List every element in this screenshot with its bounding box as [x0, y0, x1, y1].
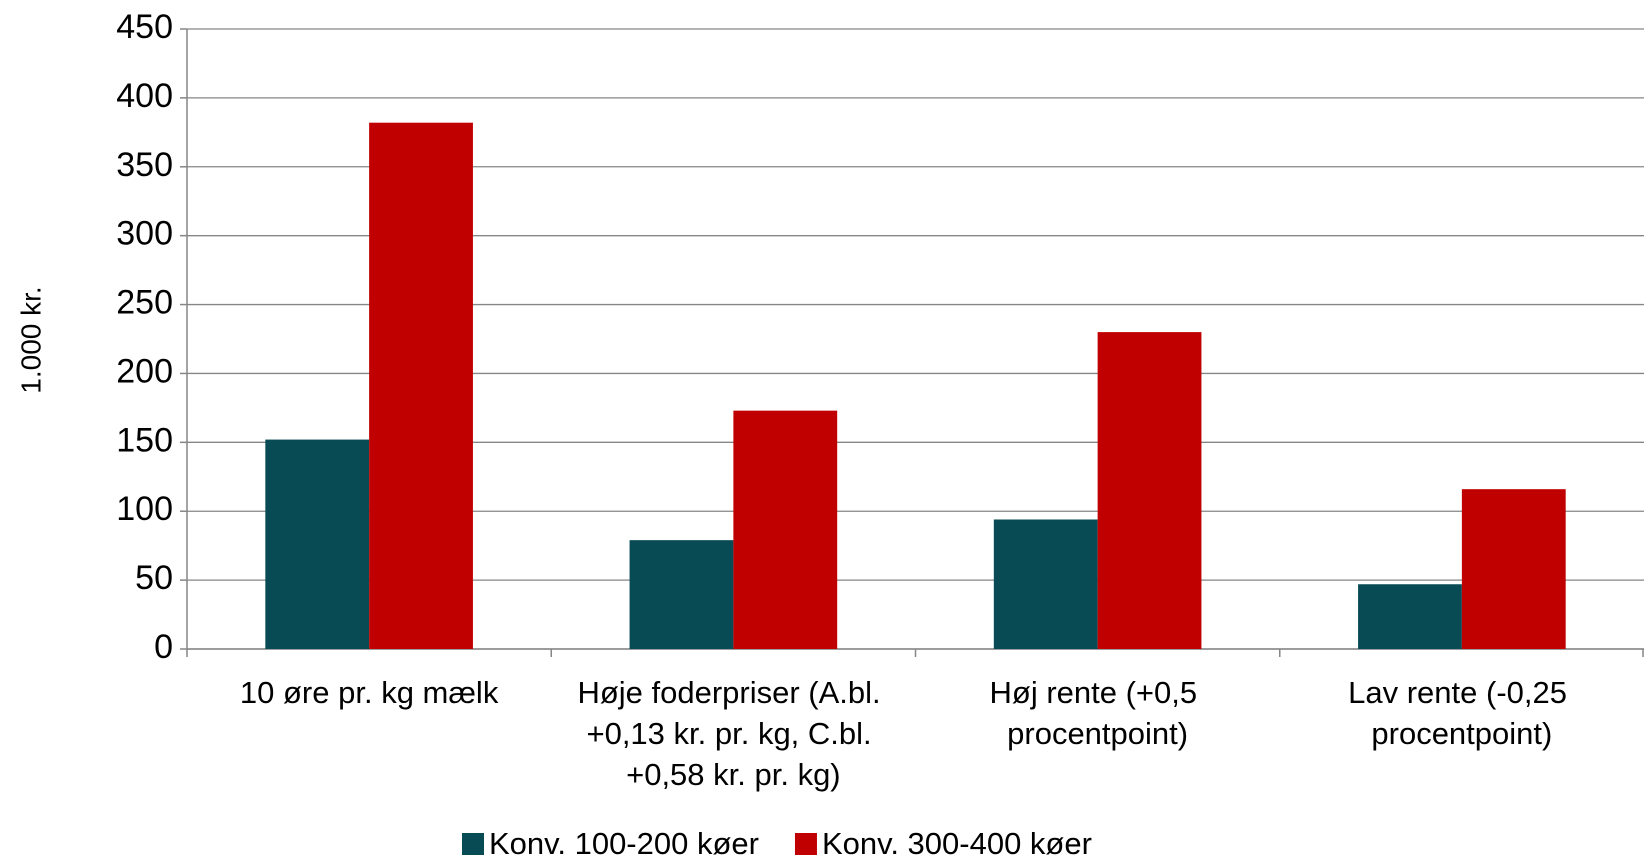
x-tick-label: Lav rente (-0,25 procentpoint) — [1348, 675, 1575, 751]
bar — [1461, 489, 1566, 649]
y-tick-label: 0 — [154, 628, 173, 666]
legend-label: Konv. 100-200 køer — [489, 826, 759, 859]
x-tick-label: 10 øre pr. kg mælk — [240, 675, 499, 710]
bar — [369, 122, 473, 649]
bar — [733, 410, 838, 649]
legend-swatch — [462, 833, 484, 855]
y-tick-label: 200 — [116, 352, 173, 390]
bar — [1097, 332, 1202, 649]
y-tick-label: 100 — [116, 490, 173, 528]
legend-swatch — [794, 833, 817, 855]
bar — [265, 439, 370, 649]
x-tick-label: Høj rente (+0,5 procentpoint) — [990, 675, 1206, 751]
x-tick-label: Høje foderpriser (A.bl. +0,13 kr. pr. kg… — [577, 675, 889, 792]
y-tick-label: 350 — [116, 146, 173, 184]
bar — [1358, 584, 1462, 649]
bar — [629, 540, 734, 649]
y-axis-label: 1.000 kr. — [15, 286, 46, 393]
y-tick-label: 150 — [116, 421, 173, 459]
bar — [993, 519, 1098, 649]
y-tick-label: 50 — [135, 559, 173, 597]
y-tick-label: 450 — [116, 8, 173, 46]
y-tick-label: 400 — [116, 77, 173, 115]
y-tick-label: 250 — [116, 284, 173, 322]
legend-label: Konv. 300-400 køer — [822, 826, 1092, 859]
y-tick-label: 300 — [116, 215, 173, 253]
